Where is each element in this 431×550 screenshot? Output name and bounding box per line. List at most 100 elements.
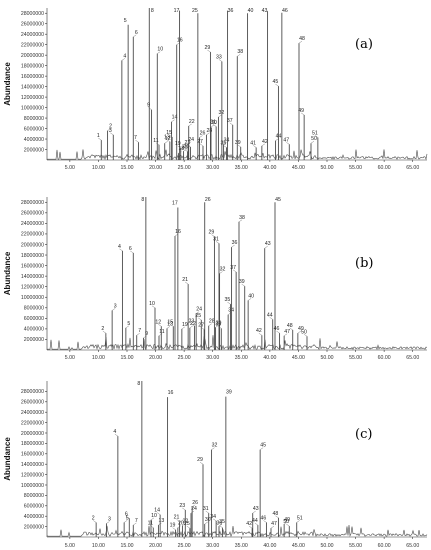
peak-label: 49: [298, 326, 304, 332]
peak-label: 39: [235, 140, 241, 146]
peak-label: 39: [239, 279, 245, 285]
peak-label: 30: [211, 120, 217, 126]
peak-leader: [215, 325, 219, 328]
peak-label: 6: [135, 30, 138, 36]
peak-label: 11: [153, 138, 158, 144]
peak-leader: [223, 142, 227, 145]
peak-label: 9: [147, 103, 150, 109]
peak-leader: [191, 323, 195, 326]
peak-leader: [210, 124, 215, 128]
x-tick-label: 45.00: [292, 355, 305, 361]
y-tick-label: 8000000: [24, 306, 44, 312]
x-tick-label: 35.00: [235, 543, 248, 549]
peak-leader: [199, 143, 204, 147]
peak-leader: [218, 326, 222, 329]
peak-leader: [218, 114, 222, 118]
peak-label: 12: [155, 319, 161, 325]
peak-label: 38: [239, 215, 245, 221]
peak-label: 2: [92, 515, 95, 521]
y-tick-label: 8000000: [24, 116, 44, 122]
peak-leader: [186, 525, 190, 529]
peak-label: 33: [216, 54, 222, 60]
peak-leader: [158, 324, 162, 327]
peak-leader: [148, 107, 152, 110]
x-tick-label: 10.00: [92, 543, 105, 549]
peak-label: 10: [157, 47, 163, 53]
x-tick-label: 15.00: [121, 543, 134, 549]
peak-leader: [119, 248, 123, 251]
x-tick-label: 65.00: [406, 355, 419, 361]
peak-label: 20: [178, 521, 184, 527]
peak-leader: [218, 59, 222, 62]
y-axis-label: Abundance: [3, 251, 12, 295]
peak-leader: [204, 521, 208, 525]
peak-label: 19: [182, 322, 188, 328]
peak-leader: [124, 520, 128, 523]
peak-leader: [188, 141, 192, 144]
peak-label: 24: [188, 137, 194, 143]
peak-leader: [208, 323, 212, 326]
peak-label: 50: [283, 519, 289, 525]
peak-label: 17: [174, 8, 180, 14]
x-tick-label: 15.00: [121, 165, 134, 171]
peak-label: 17: [172, 201, 178, 207]
peak-leader: [121, 58, 125, 61]
peak-label: 32: [212, 443, 218, 449]
peak-leader: [269, 317, 273, 320]
peak-label: 19: [175, 141, 181, 147]
peak-leader: [164, 141, 168, 144]
peak-label: 24: [196, 307, 202, 313]
peak-label: 16: [168, 390, 174, 396]
peak-label: 28: [207, 128, 213, 134]
peak-label: 5: [124, 18, 127, 24]
y-tick-label: 28000000: [21, 389, 44, 395]
peak-leader: [136, 333, 140, 336]
peak-label: 10: [149, 301, 155, 307]
peak-label: 42: [256, 328, 262, 334]
peak-leader: [166, 139, 170, 142]
peak-label: 32: [220, 267, 226, 273]
x-tick-label: 35.00: [235, 165, 248, 171]
peak-leader: [114, 433, 118, 437]
peak-leader: [199, 135, 203, 138]
y-tick-label: 2000000: [24, 147, 44, 153]
peak-leader: [310, 141, 315, 144]
peak-leader: [258, 333, 262, 336]
peak-leader: [233, 269, 237, 273]
peak-leader: [296, 520, 300, 523]
peak-label: 34: [224, 137, 230, 143]
peak-leader: [135, 140, 139, 143]
y-tick-label: 28000000: [21, 200, 44, 206]
y-tick-label: 4000000: [24, 327, 44, 333]
peak-leader: [249, 525, 253, 529]
peak-label: 50: [311, 136, 317, 142]
y-tick-label: 16000000: [21, 74, 44, 80]
peak-leader: [270, 525, 275, 529]
peak-label: 15: [166, 130, 172, 136]
peak-leader: [260, 447, 264, 450]
x-tick-label: 50.00: [321, 165, 334, 171]
peak-leader: [133, 34, 137, 37]
y-tick-label: 20000000: [21, 53, 44, 59]
peak-label: 2: [101, 326, 104, 332]
x-tick-label: 30.00: [206, 355, 219, 361]
peak-leader: [297, 330, 301, 334]
peak-label: 23: [185, 140, 191, 146]
y-tick-label: 18000000: [21, 253, 44, 259]
x-tick-label: 25.00: [178, 355, 191, 361]
peak-leader: [189, 325, 193, 329]
peak-leader: [171, 119, 175, 122]
peak-label: 7: [135, 518, 138, 524]
peak-leader: [215, 241, 220, 244]
peak-leader: [284, 333, 288, 336]
peak-label: 26: [192, 500, 198, 506]
peak-label: 27: [198, 322, 204, 328]
chromatogram-panel-2: 2000000 4000000 6000000 8000000 10000000 1200…: [3, 381, 428, 549]
peak-label: 13: [159, 518, 165, 524]
peak-label: 21: [182, 145, 188, 151]
peak-leader: [170, 324, 174, 327]
peak-leader: [223, 145, 227, 148]
peak-label: 23: [179, 503, 185, 509]
peak-leader: [284, 521, 288, 525]
